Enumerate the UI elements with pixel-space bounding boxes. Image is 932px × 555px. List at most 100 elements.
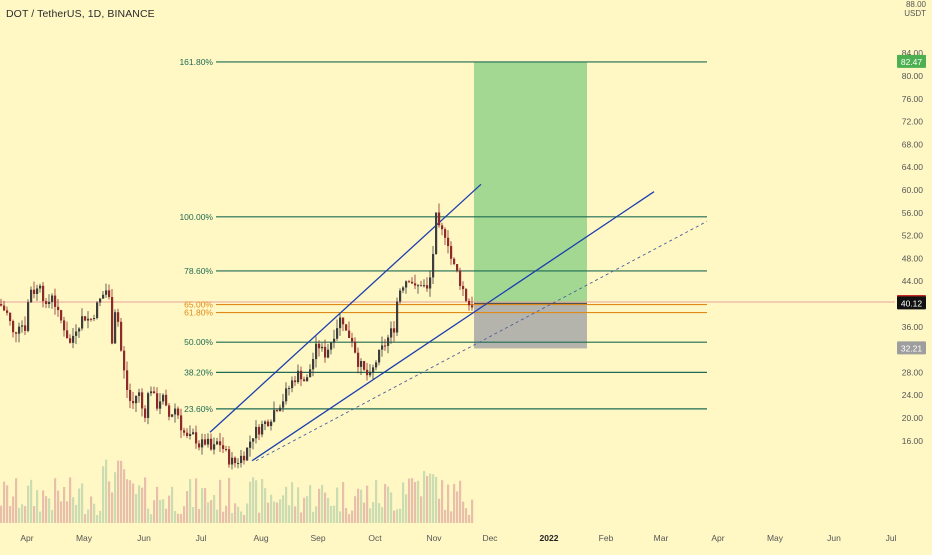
volume-bar — [441, 480, 444, 523]
candle-body — [135, 395, 138, 404]
candle-body — [291, 380, 294, 389]
volume-bar — [249, 481, 252, 523]
volume-bar — [192, 507, 195, 523]
candle-body — [147, 393, 150, 418]
volume-bar — [57, 490, 60, 523]
candle-body — [363, 361, 366, 370]
candle-body — [282, 401, 285, 408]
volume-bar — [393, 510, 396, 523]
candle-body — [216, 441, 219, 445]
volume-bar — [120, 460, 123, 523]
y-axis-tick-label: 36.00 — [902, 322, 924, 332]
volume-bar — [336, 487, 339, 523]
volume-bar — [303, 497, 306, 523]
volume-bar — [339, 511, 342, 523]
candle-body — [99, 298, 102, 303]
volume-bar — [174, 511, 177, 523]
volume-bar — [171, 486, 174, 523]
candle-body — [162, 394, 165, 402]
volume-bar — [132, 483, 135, 523]
channel-lower-line — [251, 191, 655, 462]
volume-bar — [366, 485, 369, 523]
candle-body — [186, 432, 189, 436]
volume-bar — [438, 498, 441, 523]
volume-bar — [39, 511, 42, 523]
candle-body — [459, 270, 462, 286]
candle-body — [312, 359, 315, 370]
candle-body — [321, 346, 324, 349]
volume-bar — [75, 504, 78, 523]
volume-bar — [117, 460, 120, 523]
volume-bar — [114, 472, 117, 523]
candle-body — [288, 388, 291, 390]
candle-body — [81, 316, 84, 329]
candle-body — [429, 277, 432, 289]
volume-bar — [354, 496, 357, 523]
volume-bar — [42, 490, 45, 523]
candle-body — [303, 379, 306, 382]
candle-body — [174, 408, 177, 415]
volume-bar — [408, 478, 411, 523]
candle-body — [300, 370, 303, 380]
y-axis-tick-label: 28.00 — [902, 367, 924, 377]
candle-body — [129, 390, 132, 401]
volume-bar — [396, 509, 399, 523]
fib-level-label: 50.00% — [184, 337, 213, 347]
volume-bar — [84, 514, 87, 523]
price-scale-header: 88.00 USDT — [896, 0, 926, 18]
volume-bar — [24, 506, 27, 523]
volume-bar — [177, 513, 180, 523]
x-axis-tick-label: Apr — [711, 533, 724, 543]
y-axis-tick-label: 84.00 — [902, 48, 924, 58]
x-axis-tick-label: 2022 — [540, 533, 559, 543]
candle-body — [399, 290, 402, 302]
candle-body — [366, 369, 369, 376]
candle-body — [123, 350, 126, 371]
candle-body — [435, 212, 438, 254]
candle-body — [378, 349, 381, 363]
volume-bar — [327, 497, 330, 523]
fib-level-label: 78.60% — [184, 266, 213, 276]
candle-body — [453, 258, 456, 265]
volume-bar — [111, 492, 114, 523]
candle-body — [411, 281, 414, 284]
volume-bar — [105, 459, 108, 523]
candle-body — [87, 318, 90, 321]
profit-zone — [474, 61, 587, 304]
volume-bar — [315, 506, 318, 523]
loss-zone — [474, 303, 587, 349]
volume-bar — [324, 492, 327, 523]
volume-bar — [96, 514, 99, 523]
fib-level-label: 23.60% — [184, 404, 213, 414]
candle-body — [144, 408, 147, 418]
volume-bar — [255, 480, 258, 523]
volume-bar — [417, 480, 420, 523]
volume-bar — [51, 509, 54, 523]
volume-bar — [384, 484, 387, 523]
candle-body — [138, 392, 141, 396]
candle-body — [180, 415, 183, 431]
volume-bar — [378, 503, 381, 523]
x-axis-tick-label: Sep — [310, 533, 325, 543]
symbol-title[interactable]: DOT / TetherUS, 1D, BINANCE — [6, 8, 155, 20]
candle-body — [342, 317, 345, 325]
volume-bar — [12, 496, 15, 523]
candle-body — [207, 438, 210, 445]
volume-bar — [360, 489, 363, 523]
axis-currency-label: USDT — [904, 9, 926, 18]
candle-body — [234, 457, 237, 464]
candle-body — [45, 301, 48, 304]
candle-body — [339, 317, 342, 329]
candle-body — [387, 337, 390, 346]
volume-bar — [108, 481, 111, 523]
candle-body — [57, 306, 60, 311]
axis-top-value: 88.00 — [905, 0, 926, 9]
candle-body — [246, 447, 249, 461]
candle-body — [39, 285, 42, 289]
candle-body — [450, 246, 453, 259]
price-label-text: 40.12 — [901, 298, 923, 308]
candle-body — [297, 370, 300, 383]
volume-bar — [288, 505, 291, 523]
